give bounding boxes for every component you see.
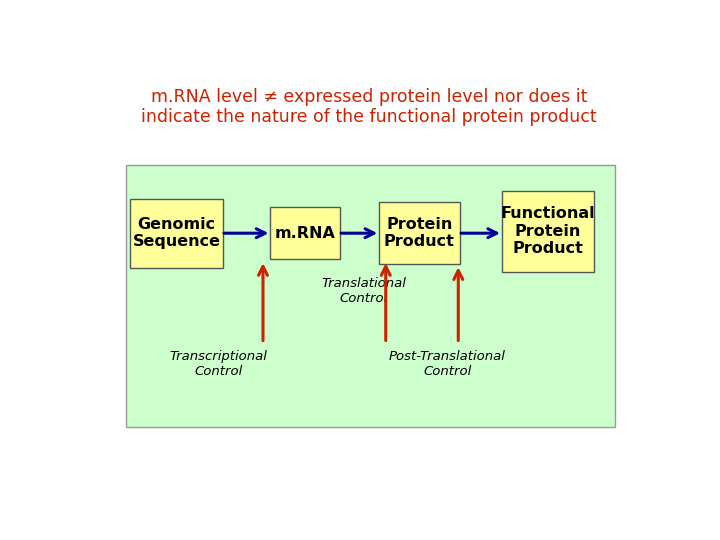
Text: Functional
Protein
Product: Functional Protein Product [500, 206, 595, 256]
Text: Translational
Control: Translational Control [321, 277, 406, 305]
FancyBboxPatch shape [379, 202, 459, 265]
Text: m.RNA: m.RNA [274, 226, 336, 241]
FancyBboxPatch shape [130, 199, 222, 267]
Text: Post-Translational
Control: Post-Translational Control [389, 349, 505, 377]
FancyBboxPatch shape [270, 207, 340, 259]
Text: m.RNA level ≠ expressed protein level nor does it
indicate the nature of the fun: m.RNA level ≠ expressed protein level no… [141, 87, 597, 126]
Text: Protein
Product: Protein Product [384, 217, 454, 249]
Text: Transcriptional
Control: Transcriptional Control [169, 349, 267, 377]
FancyBboxPatch shape [126, 165, 615, 427]
Text: Genomic
Sequence: Genomic Sequence [132, 217, 220, 249]
FancyBboxPatch shape [502, 191, 593, 272]
